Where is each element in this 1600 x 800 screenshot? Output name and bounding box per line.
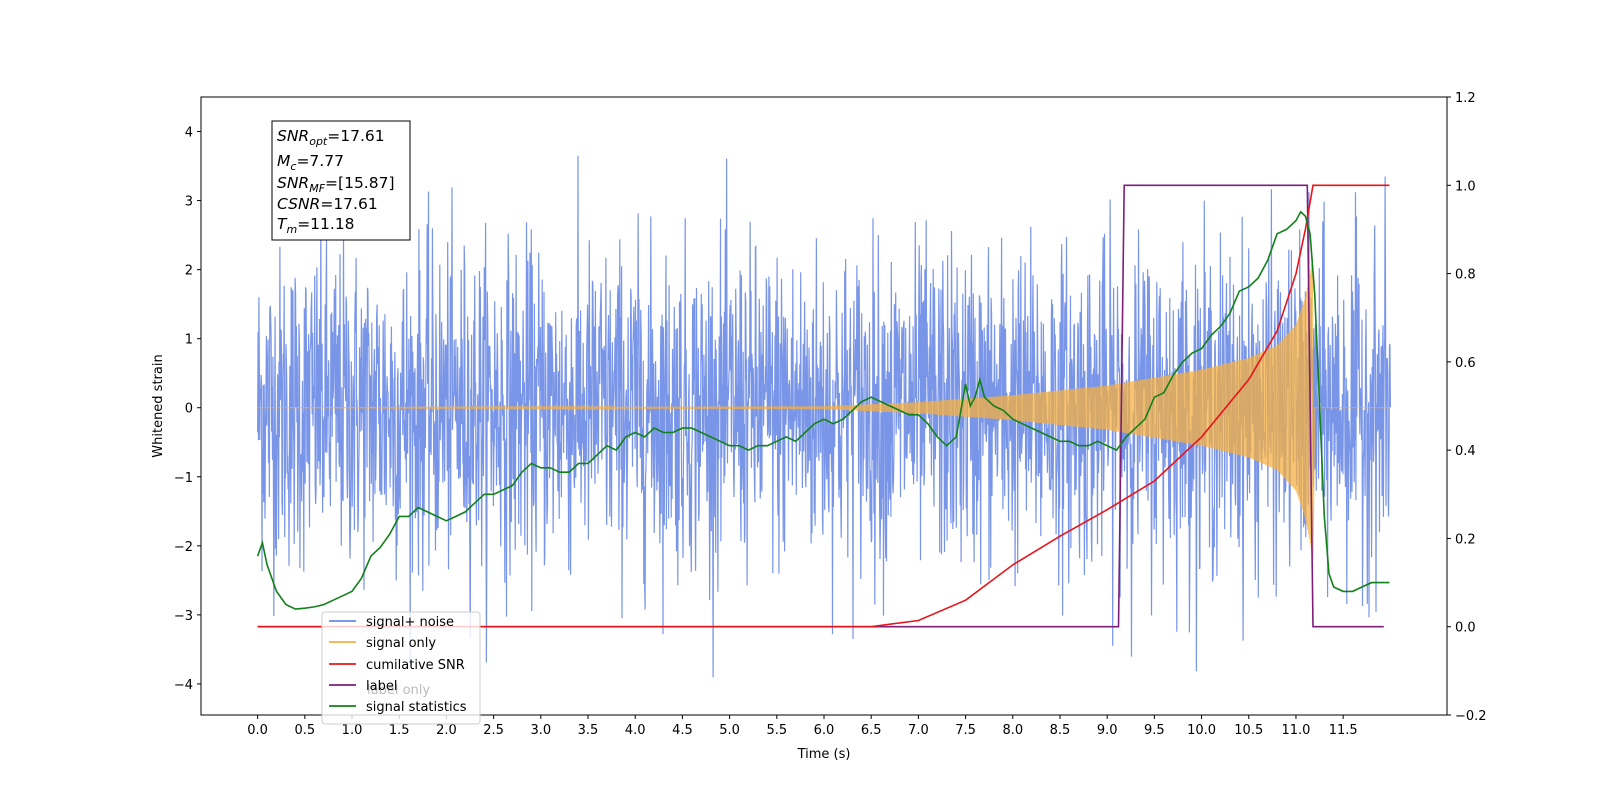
y2-tick-label: 0.4: [1455, 444, 1476, 459]
y-tick-label: 1: [185, 333, 193, 348]
x-tick-label: 11.5: [1329, 723, 1358, 738]
x-tick-label: 3.5: [578, 723, 599, 738]
x-tick-label: 2.5: [483, 723, 504, 738]
x-axis-label: Time (s): [797, 747, 851, 762]
annotation-line: SNRopt=17.61: [277, 127, 385, 148]
x-tick-label: 9.0: [1097, 723, 1118, 738]
x-tick-label: 6.5: [861, 723, 882, 738]
stats-annotation-box: SNRopt=17.61 Mc=7.77SNRMF=[15.87]CSNR=17.…: [271, 120, 411, 241]
legend-frame: [321, 611, 481, 725]
x-tick-label: 2.0: [436, 723, 457, 738]
y-tick-label: 4: [185, 126, 193, 141]
y-tick-label: −1: [174, 471, 193, 486]
y-tick-label: 3: [185, 195, 193, 210]
series-cumulative-snr: [257, 184, 1390, 628]
plot-area: [256, 155, 1391, 678]
x-tick-label: 4.0: [625, 723, 646, 738]
x-tick-label: 7.0: [908, 723, 929, 738]
y2-tick-label: 0.8: [1455, 268, 1476, 283]
annotation-line: CSNR=17.61: [277, 195, 378, 213]
legend-label: signal statistics: [366, 700, 467, 715]
x-tick-label: 8.0: [1002, 723, 1023, 738]
x-tick-label: 10.5: [1234, 723, 1263, 738]
x-axis-ticks: 0.0 0.5 1.0 1.5 2.0 2.5 3.0 3.5 4.0 4.5 5.0 5.5 6.0 6…: [247, 715, 1358, 738]
x-tick-label: 5.5: [766, 723, 787, 738]
annotation-line: Tm=11.18: [277, 215, 355, 236]
series-label: [257, 184, 1384, 628]
x-tick-label: 10.0: [1187, 723, 1216, 738]
x-tick-label: 1.0: [342, 723, 363, 738]
y-tick-label: −2: [174, 540, 193, 555]
x-tick-label: 3.0: [530, 723, 551, 738]
x-tick-label: 5.0: [719, 723, 740, 738]
y-tick-label: −3: [174, 609, 193, 624]
y2-tick-label: −0.2: [1455, 709, 1487, 724]
series-signal-statistics: [256, 210, 1390, 610]
y-tick-label: 0: [185, 402, 193, 417]
legend-hidden-label: label only: [367, 683, 430, 698]
y2-tick-label: 1.0: [1455, 179, 1476, 194]
annotation-frame: [271, 120, 411, 241]
x-tick-label: 6.0: [814, 723, 835, 738]
legend-label: signal+ noise: [366, 615, 454, 630]
y-axis-label: Whitened strain: [151, 354, 166, 457]
y2-tick-label: 1.2: [1455, 91, 1476, 106]
y2-tick-label: 0.0: [1455, 621, 1476, 636]
y-tick-label: 2: [185, 264, 193, 279]
y2-axis-ticks: −0.2 0.0 0.2 0.4 0.6 0.8 1.0 1.2: [1447, 91, 1487, 724]
x-tick-label: 8.5: [1050, 723, 1071, 738]
annotation-line: SNRMF=[15.87]: [277, 174, 395, 195]
y-tick-label: −4: [174, 678, 193, 693]
x-tick-label: 0.5: [294, 723, 315, 738]
legend-label: signal only: [366, 636, 436, 651]
y2-tick-label: 0.6: [1455, 356, 1476, 371]
y2-tick-label: 0.2: [1455, 532, 1476, 547]
x-tick-label: 7.5: [955, 723, 976, 738]
legend-label: label: [366, 679, 397, 694]
x-tick-label: 11.0: [1281, 723, 1310, 738]
y-axis-ticks: −4 −3 −2 −1 0 1 2 3 4: [174, 126, 201, 693]
x-tick-label: 4.5: [672, 723, 693, 738]
legend: label only signal+ noise signal only cumil…: [321, 611, 481, 725]
annotation-line: Mc=7.77: [277, 152, 344, 173]
legend-label: cumilative SNR: [366, 658, 465, 673]
x-tick-label: 1.5: [389, 723, 410, 738]
x-tick-label: 0.0: [247, 723, 268, 738]
x-tick-label: 9.5: [1144, 723, 1165, 738]
